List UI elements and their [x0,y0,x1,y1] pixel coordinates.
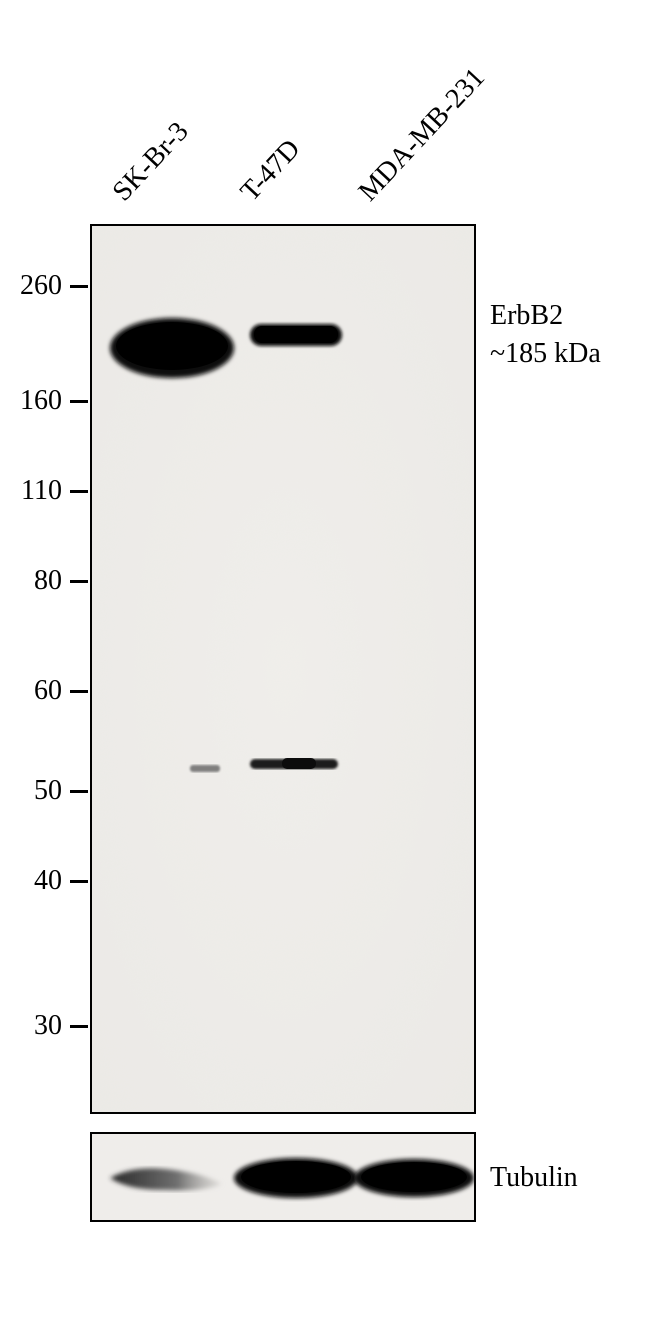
tubulin-blot-panel [90,1132,476,1222]
lane-label: MDA-MB-231 [353,62,492,208]
lane-label: SK-Br-3 [107,116,196,208]
target-protein-size: ~185 kDa [490,338,601,370]
band-tubulin-lane1 [104,1158,230,1198]
band-erbb2-lane1 [102,312,242,384]
marker-tick [70,400,88,403]
target-protein-label: ErbB2 [490,300,563,332]
band-erbb2-lane2 [244,316,352,354]
marker-label: 80 [34,565,62,597]
marker-tick [70,790,88,793]
marker-label: 260 [20,270,62,302]
band-tubulin-lane2 [230,1152,364,1204]
marker-label: 50 [34,775,62,807]
marker-tick [70,690,88,693]
band-tubulin-lane3 [352,1152,476,1204]
marker-tick [70,1025,88,1028]
loading-control-label: Tubulin [490,1162,578,1194]
marker-tick [70,580,88,583]
main-blot-panel [90,224,476,1114]
marker-tick [70,880,88,883]
marker-label: 110 [21,475,62,507]
marker-tick [70,285,88,288]
marker-label: 60 [34,675,62,707]
marker-label: 30 [34,1010,62,1042]
lane-label: T-47D [235,133,308,208]
marker-label: 40 [34,865,62,897]
marker-tick [70,490,88,493]
band-50kda-lane2 [246,754,346,774]
band-50kda-lane1 [186,761,226,777]
marker-label: 160 [20,385,62,417]
